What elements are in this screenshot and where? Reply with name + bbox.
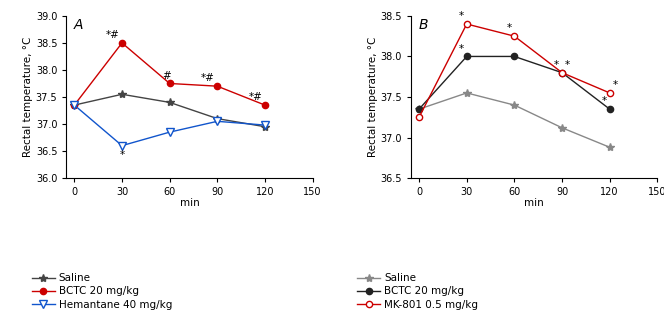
BCTC 20 mg/kg — [463, 54, 471, 58]
MK-801 0.5 mg/kg — [558, 71, 566, 75]
Text: *#: *# — [106, 30, 120, 40]
Saline — [118, 93, 126, 96]
Line: MK-801 0.5 mg/kg: MK-801 0.5 mg/kg — [416, 21, 613, 121]
BCTC 20 mg/kg — [118, 41, 126, 45]
BCTC 20 mg/kg — [70, 103, 78, 107]
Saline — [166, 100, 174, 104]
BCTC 20 mg/kg — [261, 103, 269, 107]
X-axis label: min: min — [180, 198, 199, 209]
Hemantane 40 mg/kg — [70, 103, 78, 107]
BCTC 20 mg/kg — [415, 107, 423, 111]
Saline — [606, 145, 614, 149]
Text: *: * — [120, 150, 125, 160]
Text: #: # — [163, 71, 171, 81]
Text: *: * — [554, 60, 559, 70]
MK-801 0.5 mg/kg — [511, 34, 519, 38]
Saline — [261, 125, 269, 128]
Line: Hemantane 40 mg/kg: Hemantane 40 mg/kg — [70, 101, 269, 149]
Line: Saline: Saline — [415, 89, 614, 151]
Saline — [213, 117, 221, 121]
Saline — [415, 107, 423, 111]
Text: *: * — [459, 44, 464, 54]
Text: *#: *# — [201, 73, 214, 83]
Text: *#: *# — [248, 92, 262, 102]
Text: *: * — [459, 11, 464, 21]
Y-axis label: Rectal temperature, °C: Rectal temperature, °C — [368, 37, 378, 157]
MK-801 0.5 mg/kg — [463, 22, 471, 26]
BCTC 20 mg/kg — [166, 82, 174, 86]
Text: *: * — [507, 24, 511, 33]
Legend: Saline, BCTC 20 mg/kg, Hemantane 40 mg/kg: Saline, BCTC 20 mg/kg, Hemantane 40 mg/k… — [32, 273, 172, 310]
Text: B: B — [418, 17, 428, 31]
Saline — [70, 103, 78, 107]
Y-axis label: Rectal temperature, °C: Rectal temperature, °C — [23, 37, 33, 157]
Hemantane 40 mg/kg — [118, 144, 126, 148]
Text: *: * — [602, 96, 607, 107]
Saline — [558, 126, 566, 130]
MK-801 0.5 mg/kg — [606, 91, 614, 95]
Saline — [511, 103, 519, 107]
Line: BCTC 20 mg/kg: BCTC 20 mg/kg — [416, 53, 613, 112]
Hemantane 40 mg/kg — [166, 130, 174, 134]
BCTC 20 mg/kg — [558, 71, 566, 75]
BCTC 20 mg/kg — [606, 107, 614, 111]
Hemantane 40 mg/kg — [261, 123, 269, 127]
Hemantane 40 mg/kg — [213, 120, 221, 123]
Text: *: * — [612, 80, 618, 90]
BCTC 20 mg/kg — [213, 84, 221, 88]
BCTC 20 mg/kg — [511, 54, 519, 58]
Line: BCTC 20 mg/kg: BCTC 20 mg/kg — [71, 40, 268, 108]
X-axis label: min: min — [525, 198, 544, 209]
MK-801 0.5 mg/kg — [415, 115, 423, 119]
Text: *: * — [565, 60, 570, 70]
Legend: Saline, BCTC 20 mg/kg, MK-801 0.5 mg/kg: Saline, BCTC 20 mg/kg, MK-801 0.5 mg/kg — [357, 273, 478, 310]
Line: Saline: Saline — [70, 90, 269, 131]
Saline — [463, 91, 471, 95]
Text: A: A — [74, 17, 83, 31]
